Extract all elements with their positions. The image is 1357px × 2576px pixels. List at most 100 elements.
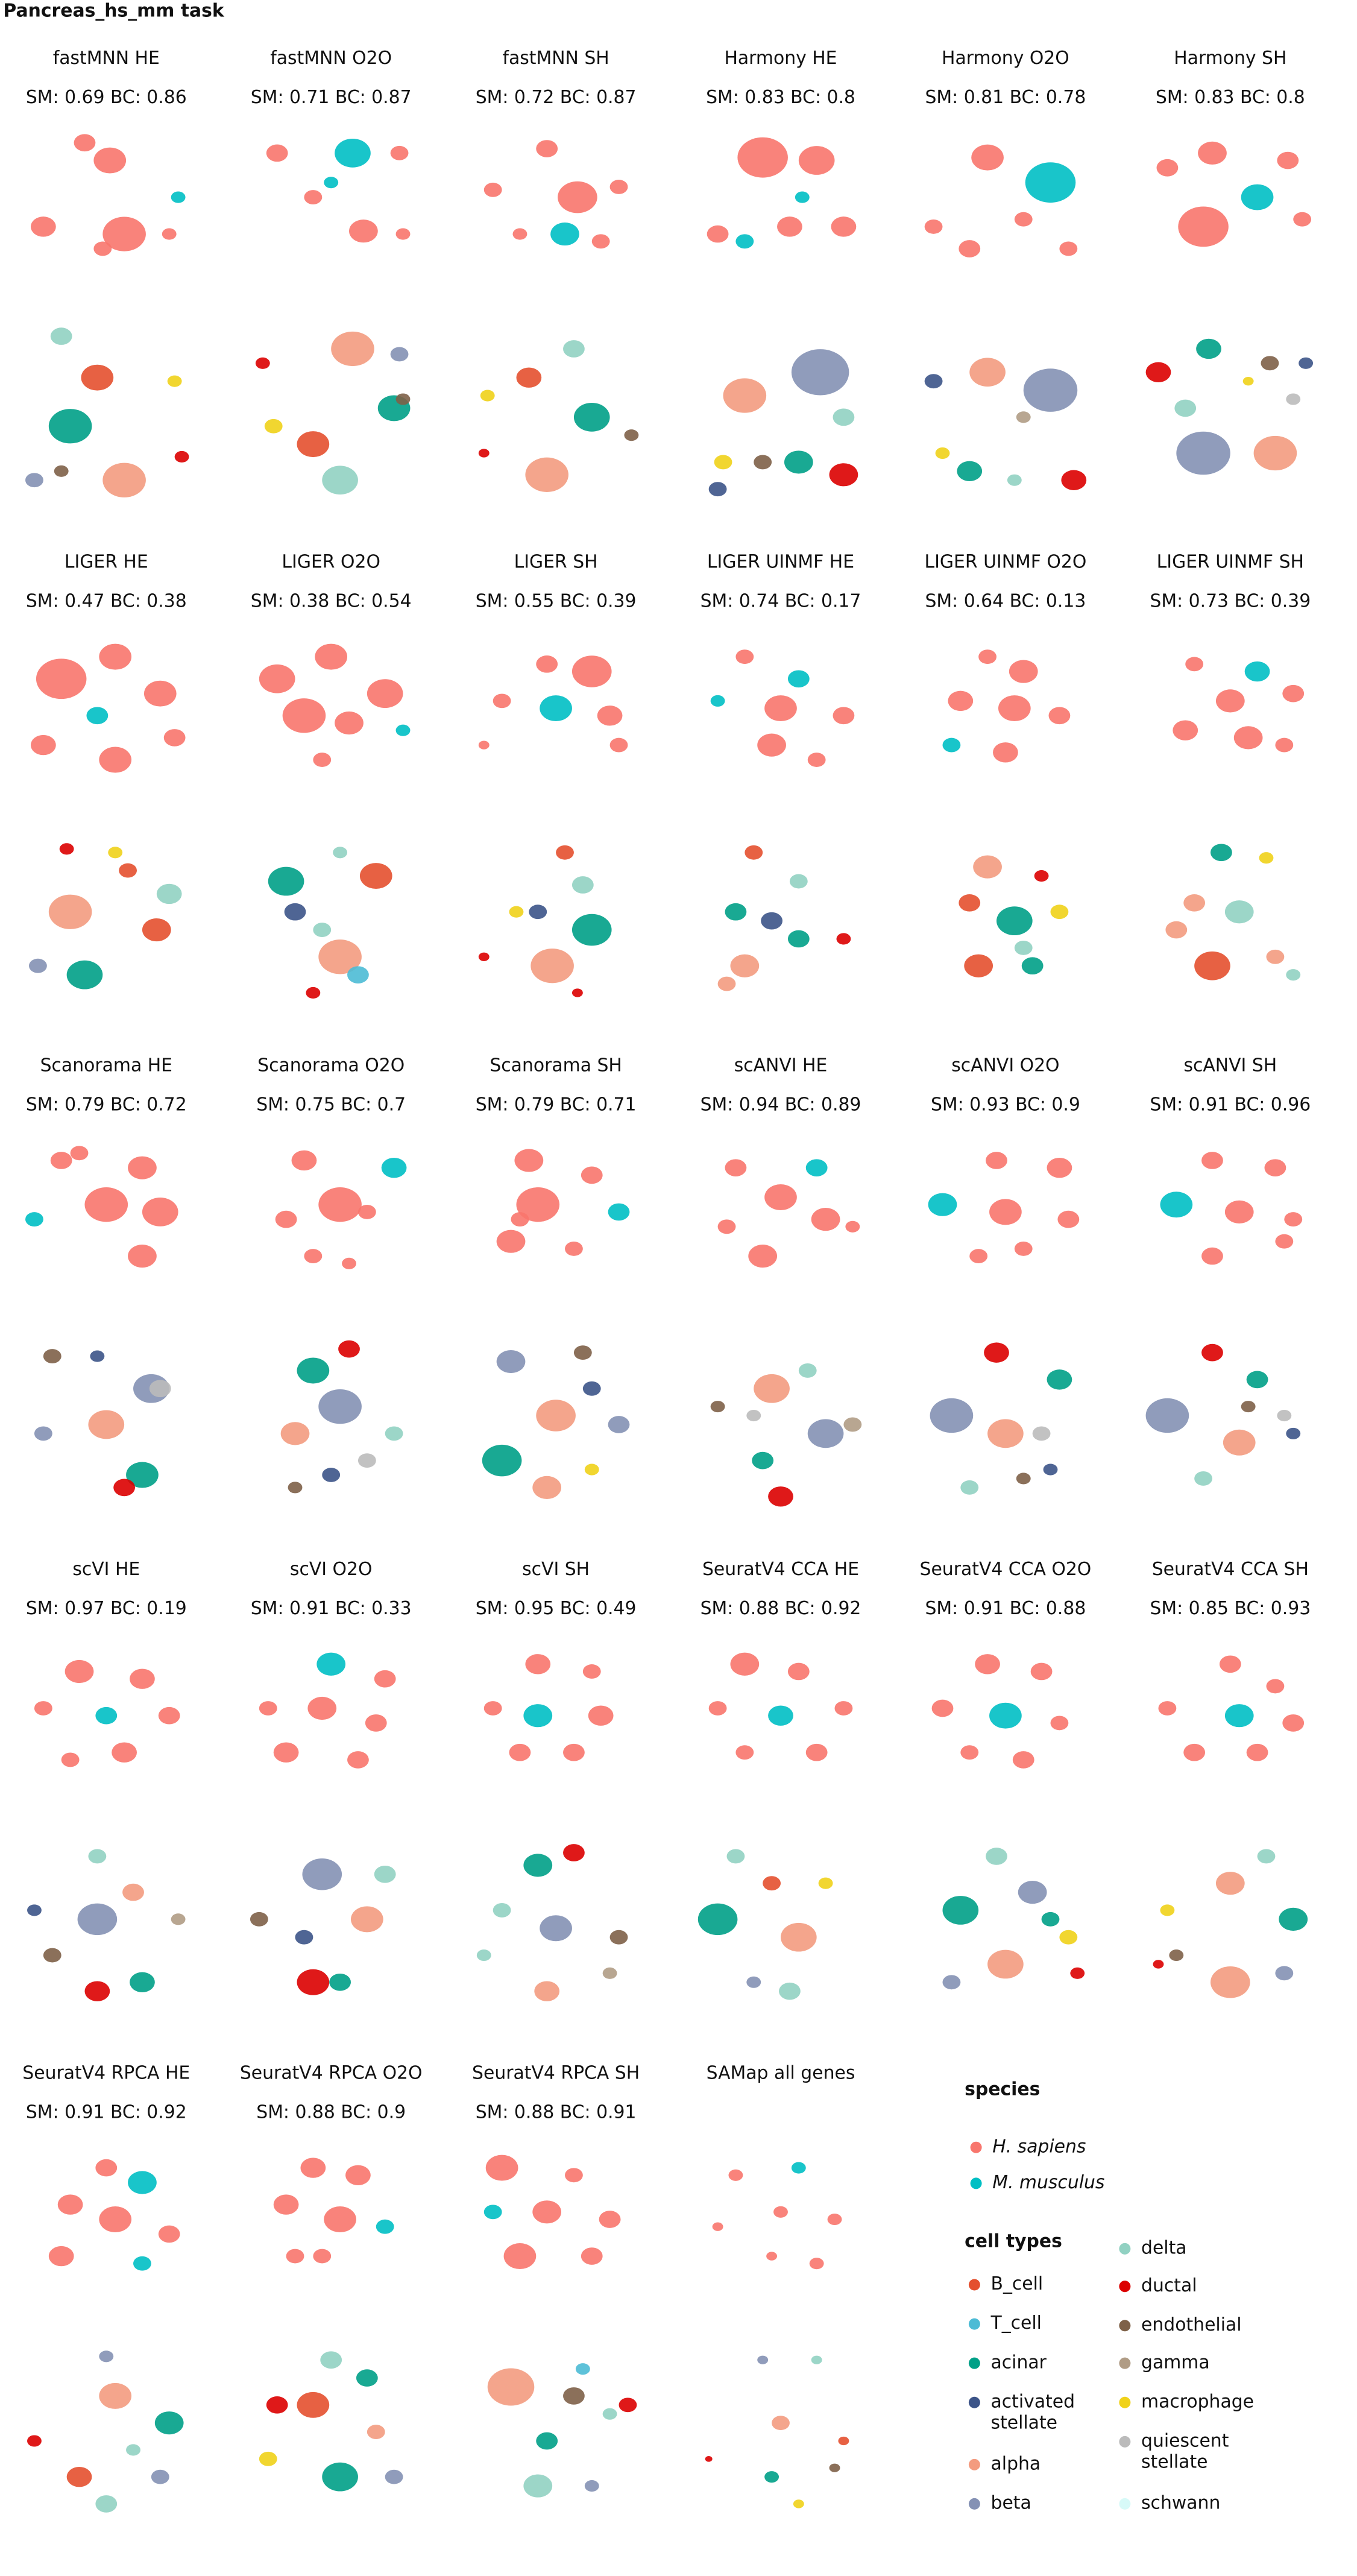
cluster: [986, 1848, 1007, 1865]
cluster: [27, 2435, 42, 2447]
cluster: [829, 463, 858, 487]
cluster: [831, 216, 857, 237]
cluster: [54, 465, 69, 477]
cluster: [563, 1844, 585, 1861]
cluster: [525, 1654, 551, 1675]
cluster: [259, 1701, 277, 1716]
cluster: [571, 876, 594, 894]
cluster: [1198, 141, 1227, 165]
cluster: [113, 1479, 136, 1497]
legend-label-box: H. sapiens: [992, 2136, 1086, 2157]
cluster: [565, 1241, 583, 1256]
panel-title: Scanorama SH: [490, 1055, 622, 1076]
cluster: [1018, 1881, 1047, 1904]
legend-marker: [970, 2141, 982, 2153]
cluster: [735, 1745, 754, 1760]
cluster: [48, 409, 92, 444]
cluster: [987, 1419, 1024, 1448]
cluster: [726, 1849, 745, 1864]
panel-subtitle: SM: 0.83 BC: 0.8: [706, 87, 855, 108]
cluster: [764, 2471, 779, 2483]
panel-title: fastMNN O2O: [270, 48, 392, 69]
cluster: [1224, 900, 1254, 924]
cluster: [1048, 707, 1071, 725]
cluster: [1275, 1234, 1294, 1249]
panel-title: LIGER SH: [514, 551, 598, 572]
panel-subtitle: SM: 0.75 BC: 0.7: [256, 1094, 406, 1116]
cluster: [48, 894, 92, 929]
cluster: [1257, 1849, 1276, 1864]
cluster: [735, 649, 754, 665]
cluster: [288, 1482, 303, 1494]
cluster: [798, 146, 835, 175]
cluster: [304, 190, 323, 204]
cluster: [126, 1462, 159, 1488]
cluster: [975, 1654, 1000, 1675]
cluster: [1275, 1966, 1294, 1981]
cluster: [624, 429, 639, 441]
cluster: [1070, 1967, 1085, 1979]
legend-title: species: [965, 2079, 1040, 2100]
cluster: [154, 2411, 184, 2435]
cluster: [811, 2355, 822, 2364]
cluster: [735, 234, 754, 249]
cluster: [512, 228, 527, 240]
cluster: [1185, 657, 1204, 672]
cluster: [171, 1913, 186, 1925]
cluster: [1059, 1930, 1078, 1945]
cluster: [313, 923, 332, 937]
cluster: [74, 134, 96, 152]
cluster: [86, 707, 109, 725]
cluster: [483, 1701, 502, 1716]
cluster: [536, 140, 558, 157]
cluster: [297, 1357, 330, 1384]
cluster: [1025, 162, 1076, 203]
cluster: [1253, 435, 1297, 471]
cluster: [480, 390, 495, 402]
cluster: [286, 2249, 304, 2264]
panel-subtitle: SM: 0.79 BC: 0.71: [476, 1094, 637, 1116]
cluster: [250, 1911, 268, 1927]
cluster: [162, 228, 177, 240]
cluster: [725, 903, 747, 921]
cluster: [523, 1854, 553, 1877]
cluster: [959, 240, 981, 257]
cluster: [297, 1969, 330, 1995]
cluster: [66, 960, 103, 990]
cluster: [763, 1876, 781, 1891]
cluster: [493, 693, 511, 709]
panel-subtitle: SM: 0.64 BC: 0.13: [925, 590, 1086, 611]
cluster: [88, 1410, 125, 1439]
panel-title: SeuratV4 RPCA O2O: [240, 2062, 423, 2083]
cluster: [705, 2456, 713, 2462]
panel-subtitle: SM: 0.83 BC: 0.8: [1156, 87, 1305, 108]
cluster: [25, 1212, 43, 1227]
cluster: [609, 1930, 628, 1945]
legend-marker: [968, 2498, 980, 2510]
cluster: [1183, 1743, 1206, 1761]
cluster: [766, 2252, 778, 2261]
cluster: [532, 2200, 562, 2224]
panel-subtitle: SM: 0.88 BC: 0.9: [256, 2101, 406, 2123]
cluster: [322, 1468, 341, 1482]
cluster: [529, 904, 547, 920]
cluster: [99, 2206, 132, 2232]
cluster: [122, 1883, 144, 1901]
cluster: [357, 1453, 376, 1468]
cluster: [752, 1451, 774, 1470]
cluster: [993, 742, 1018, 763]
legend-marker: [1119, 2357, 1131, 2369]
cluster: [264, 418, 283, 434]
cluster: [306, 987, 321, 999]
cluster: [59, 843, 74, 855]
cluster: [280, 1422, 310, 1445]
cluster: [811, 1208, 840, 1231]
cluster: [1034, 870, 1049, 882]
cluster: [764, 1184, 797, 1210]
cluster: [748, 1245, 778, 1268]
cluster: [582, 1664, 601, 1679]
cluster: [924, 374, 943, 389]
legend-label-box: acinar: [991, 2352, 1047, 2373]
cluster: [1282, 1714, 1305, 1732]
